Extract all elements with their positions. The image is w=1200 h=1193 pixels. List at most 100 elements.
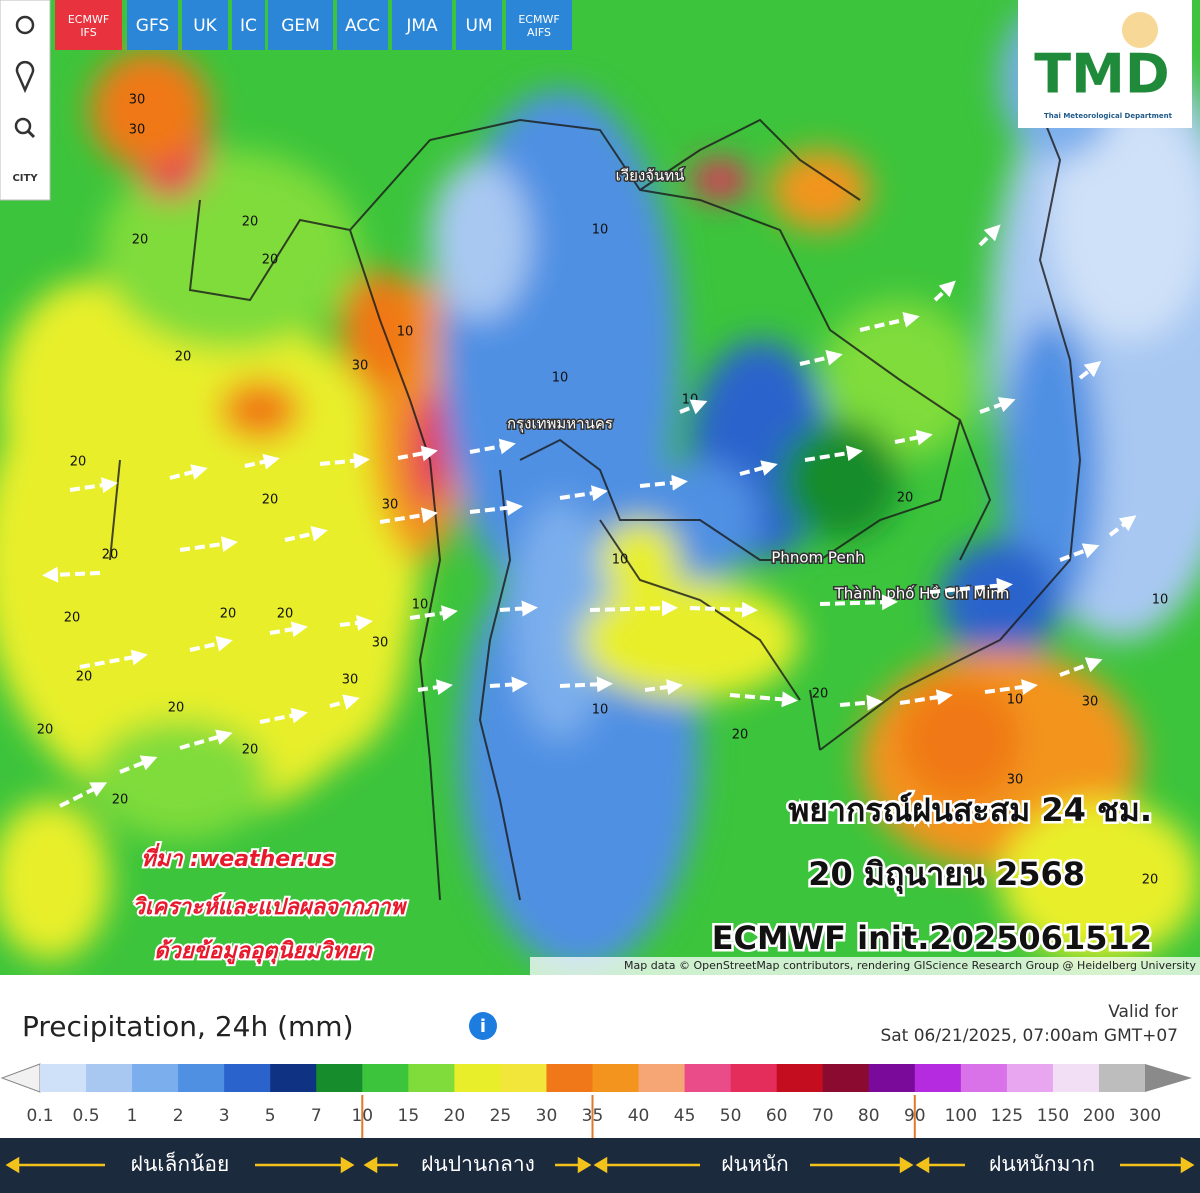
wind-arrow: [894, 429, 933, 446]
wind-arrow: [69, 477, 118, 494]
contour-label: 20: [70, 455, 87, 470]
color-swatch: [500, 1064, 547, 1092]
model-tab[interactable]: ECMWF IFS: [55, 0, 122, 50]
tick-label: 5: [265, 1106, 276, 1126]
color-swatch: [270, 1064, 317, 1092]
color-swatch: [914, 1064, 962, 1092]
model-tab[interactable]: ACC: [337, 0, 388, 50]
tick-label: 80: [858, 1106, 880, 1126]
city-label: CITY: [12, 173, 38, 184]
forecast-date: 20 มิถุนายน 2568: [808, 855, 1085, 895]
model-tab[interactable]: ECMWF AIFS: [506, 0, 572, 50]
tick-label: 1: [127, 1106, 138, 1126]
color-swatch: [638, 1064, 686, 1092]
wind-arrow: [819, 594, 898, 611]
city-button[interactable]: CITY: [2, 156, 48, 198]
side-toolbar: CITY: [0, 0, 51, 201]
model-tab[interactable]: UK: [182, 0, 228, 50]
model-tab[interactable]: JMA: [392, 0, 452, 50]
analysis-line: วิเคราะห์และแปลผลจากภาพ: [133, 894, 408, 920]
wind-arrow: [639, 474, 688, 491]
wind-arrow: [739, 460, 778, 476]
tick-label: 50: [720, 1106, 742, 1126]
contour-label: 20: [262, 493, 279, 508]
wind-arrow: [489, 676, 528, 693]
tick-label: 3: [219, 1106, 230, 1126]
attribution: Map data © OpenStreetMap contributors, r…: [624, 959, 1196, 972]
wind-arrow: [409, 605, 458, 622]
tick-label: 45: [674, 1106, 696, 1126]
valid-label: Valid for: [1108, 1002, 1178, 1022]
color-swatch: [40, 1064, 87, 1092]
wind-arrow: [417, 679, 453, 696]
wind-arrow: [839, 694, 883, 711]
tick-label: 300: [1129, 1106, 1161, 1126]
wind-arrow: [329, 694, 360, 710]
tick-label: 200: [1083, 1106, 1115, 1126]
model-label: UK: [193, 16, 217, 36]
color-swatch: [730, 1064, 778, 1092]
contour-label: 10: [1152, 593, 1169, 608]
model-tab[interactable]: IC: [232, 0, 265, 50]
model-label: GFS: [136, 16, 169, 36]
model-tab[interactable]: GFS: [127, 0, 178, 50]
init-time: ECMWF init.2025061512: [712, 919, 1152, 957]
info-icon[interactable]: i: [469, 1012, 497, 1040]
contour-label: 30: [129, 93, 146, 108]
wind-arrow: [319, 452, 370, 469]
model-label: ACC: [345, 16, 380, 36]
contour-label: 10: [592, 703, 609, 718]
refresh-button[interactable]: [2, 2, 48, 48]
color-swatch: [224, 1064, 271, 1092]
contour-label: 20: [277, 607, 294, 622]
contour-label: 20: [37, 723, 54, 738]
zoom-button[interactable]: [2, 104, 48, 150]
wind-arrow: [679, 399, 708, 415]
wind-arrow: [859, 312, 920, 332]
wind-arrow: [929, 577, 1013, 594]
colorbar-end: [1145, 1064, 1192, 1092]
contour-label: 20: [897, 491, 914, 506]
band-label: ฝนเล็กน้อย: [131, 1150, 230, 1176]
wind-arrow: [284, 525, 328, 542]
band-label: ฝนปานกลาง: [421, 1152, 535, 1176]
model-tab[interactable]: GEM: [268, 0, 333, 50]
locate-button[interactable]: [2, 52, 48, 98]
contour-label: 30: [129, 123, 146, 138]
color-swatch: [362, 1064, 409, 1092]
wind-arrow: [179, 536, 238, 553]
tick-label: 70: [812, 1106, 834, 1126]
color-swatch: [1098, 1064, 1146, 1092]
tick-label: 0.1: [26, 1106, 53, 1126]
wind-arrow: [729, 691, 798, 708]
wind-arrow: [259, 707, 308, 724]
contour-label: 20: [112, 793, 129, 808]
tick-label: 30: [536, 1106, 558, 1126]
color-swatch: [776, 1064, 824, 1092]
wind-arrow: [79, 649, 148, 669]
wind-arrow: [59, 782, 108, 808]
wind-arrow: [499, 600, 538, 617]
wind-arrow: [339, 615, 373, 631]
wind-arrow: [1108, 515, 1137, 537]
place-label: Phnom Penh: [771, 549, 864, 567]
wind-arrow: [469, 499, 523, 516]
wind-arrow: [899, 689, 953, 706]
wind-arrow: [984, 679, 1038, 695]
wind-arrow: [689, 601, 758, 618]
wind-arrow: [799, 349, 843, 366]
model-label: IC: [240, 16, 257, 36]
wind-arrow: [179, 729, 233, 750]
model-label: ECMWF AIFS: [518, 13, 559, 39]
wind-arrow: [979, 397, 1016, 414]
color-swatch: [454, 1064, 501, 1092]
contour-label: 20: [76, 670, 93, 685]
tick-label: 150: [1037, 1106, 1069, 1126]
contour-label: 10: [412, 598, 429, 613]
color-swatch: [868, 1064, 916, 1092]
model-tab[interactable]: UM: [456, 0, 502, 50]
wind-arrow: [379, 507, 438, 524]
model-label: ECMWF IFS: [68, 13, 109, 39]
wind-arrow: [978, 224, 1001, 247]
